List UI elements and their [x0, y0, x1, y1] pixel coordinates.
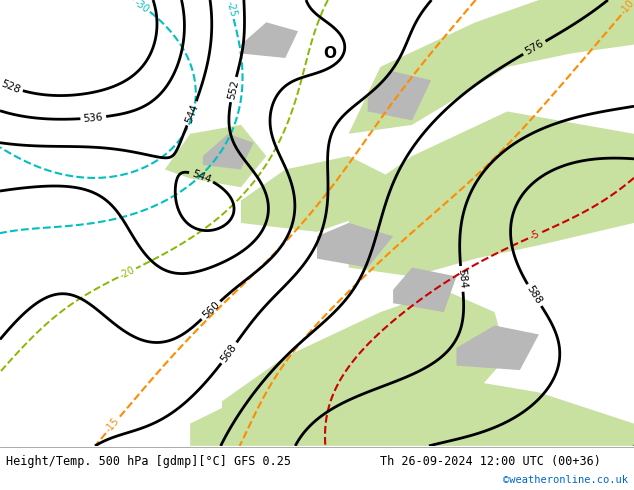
- Text: -10: -10: [619, 0, 634, 17]
- Polygon shape: [241, 156, 393, 232]
- Text: 560: 560: [200, 300, 221, 320]
- Text: 584: 584: [456, 269, 468, 289]
- Text: -30: -30: [133, 0, 152, 15]
- Text: -5: -5: [528, 229, 541, 242]
- Polygon shape: [349, 0, 634, 134]
- Text: 576: 576: [523, 38, 545, 57]
- Text: 588: 588: [525, 284, 544, 306]
- Text: O: O: [323, 46, 336, 61]
- Text: 536: 536: [83, 112, 103, 123]
- Text: 528: 528: [0, 78, 22, 95]
- Text: 544: 544: [190, 168, 212, 185]
- Text: 544: 544: [183, 102, 200, 124]
- Text: 552: 552: [226, 79, 240, 100]
- Text: Height/Temp. 500 hPa [gdmp][°C] GFS 0.25: Height/Temp. 500 hPa [gdmp][°C] GFS 0.25: [6, 455, 292, 468]
- Text: -15: -15: [103, 416, 121, 435]
- Polygon shape: [456, 325, 539, 370]
- Polygon shape: [203, 134, 254, 170]
- Polygon shape: [317, 223, 393, 268]
- Text: -20: -20: [118, 265, 136, 281]
- Text: 568: 568: [219, 342, 239, 364]
- Polygon shape: [190, 366, 634, 446]
- Polygon shape: [393, 268, 456, 312]
- Polygon shape: [368, 72, 431, 121]
- Text: ©weatheronline.co.uk: ©weatheronline.co.uk: [503, 475, 628, 485]
- Polygon shape: [222, 290, 507, 433]
- Text: -25: -25: [224, 0, 238, 18]
- Polygon shape: [241, 22, 298, 58]
- Polygon shape: [349, 112, 634, 276]
- Polygon shape: [165, 125, 266, 187]
- Text: Th 26-09-2024 12:00 UTC (00+36): Th 26-09-2024 12:00 UTC (00+36): [380, 455, 601, 468]
